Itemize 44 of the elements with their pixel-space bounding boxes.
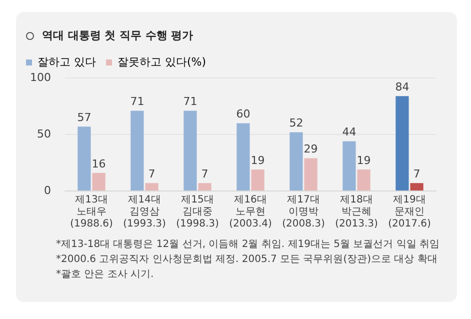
bar [304, 158, 318, 190]
bar [410, 183, 424, 190]
y-tick-label: 50 [36, 127, 51, 140]
legend-label: 잘못하고 있다(%) [117, 55, 206, 68]
data-label: 71 [130, 95, 144, 108]
bar [357, 170, 370, 190]
data-label: 7 [201, 167, 208, 180]
bar [290, 132, 303, 190]
text: *괄호 안은 조사 시기. [56, 268, 155, 282]
bar [251, 170, 264, 190]
bar [198, 183, 212, 190]
y-tick-label: 0 [44, 184, 51, 197]
bar [145, 183, 158, 190]
bar [342, 141, 356, 190]
text: *2000.6 고위공직자 인사청문회법 제정. 2005.7 모든 국무위원(장관)으로 대상 확대 [56, 253, 438, 267]
bar [184, 110, 197, 190]
data-label: 16 [92, 157, 106, 170]
bar [92, 172, 106, 190]
data-label: 71 [183, 95, 198, 108]
bar [396, 96, 409, 190]
text: *제13-18대 대통령은 12월 선거, 이듬해 2월 취임. 제19대는 5월 보궐선거 익일 취임 [56, 238, 441, 252]
data-label: 29 [304, 142, 318, 156]
legend-label: 잘하고 있다 [38, 55, 96, 68]
x-tick-label: 제17대 이명박 (2008.3) [282, 194, 325, 230]
x-tick-label: 제14대 김영삼 (1993.3) [123, 194, 166, 230]
bar [236, 123, 250, 190]
x-tick-label: 제19대 문재인 (2017.6) [388, 194, 431, 230]
chart-title: 역대 대통령 첫 직무 수행 평가 [42, 28, 194, 43]
x-tick-label: 제16대 노무현 (2003.4) [229, 194, 272, 230]
x-tick-label: 제13대 노태우 (1988.6) [70, 194, 113, 230]
data-label: 60 [236, 108, 250, 121]
x-tick-label: 제18대 박근혜 (2013.3) [335, 194, 378, 230]
data-label: 7 [148, 167, 156, 180]
y-tick-label: 100 [30, 70, 51, 84]
data-label: 44 [342, 126, 356, 139]
data-label: 7 [413, 167, 420, 180]
data-label: 19 [250, 154, 265, 167]
bar [130, 110, 144, 190]
data-label: 52 [289, 116, 304, 130]
x-tick-label: 제15대 김대중 (1998.3) [176, 194, 219, 230]
data-label: 84 [395, 80, 410, 94]
data-label: 19 [356, 154, 371, 167]
data-label: 57 [77, 110, 92, 124]
bar [78, 126, 91, 190]
